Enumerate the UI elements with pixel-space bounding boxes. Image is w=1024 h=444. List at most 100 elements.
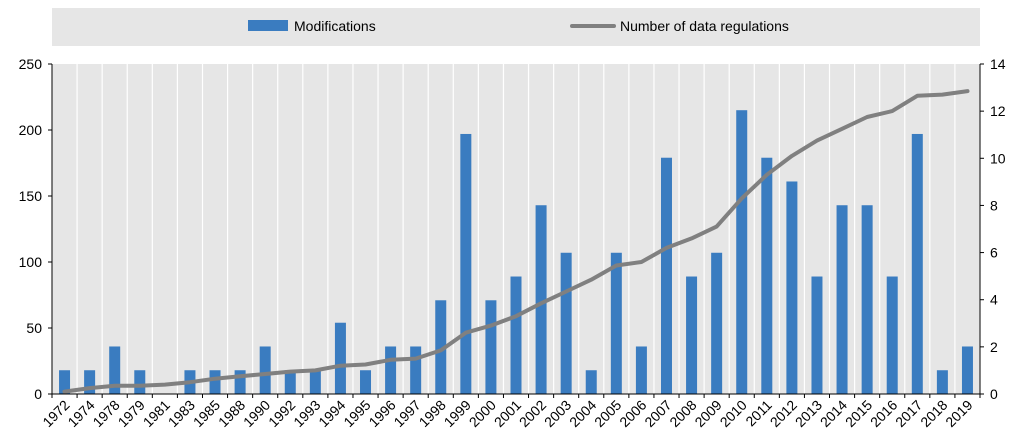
x-tick-label: 2012 [767,397,800,430]
left-tick-label: 250 [19,56,43,72]
right-tick-label: 14 [990,56,1006,72]
x-tick-label: 1978 [89,397,122,430]
left-tick-label: 0 [34,386,42,402]
bar-modifications [736,110,748,394]
right-tick-label: 8 [990,197,998,213]
line-data-regulations [62,89,970,394]
x-tick-label: 2008 [666,397,699,430]
bar-modifications [385,346,397,394]
x-tick-label: 1981 [140,397,173,430]
bar-modifications [936,370,948,394]
bar-modifications [109,346,121,394]
bar-modifications [886,276,898,394]
right-tick-label: 0 [990,386,998,402]
bar-modifications [234,370,246,394]
x-tick-label: 2015 [842,397,875,430]
x-tick-label: 2003 [541,397,574,430]
left-axis-tick-labels: 0 50 100 150 200 250 [19,56,43,402]
bar-modifications [209,370,221,394]
x-tick-label: 2010 [717,397,750,430]
x-tick-label: 2016 [867,397,900,430]
legend: Modifications Number of data regulations [248,18,789,34]
right-tick-label: 12 [990,103,1006,119]
bar-modifications [259,346,271,394]
x-tick-label: 1994 [315,397,348,430]
bar-modifications [510,276,522,394]
bar-modifications [861,205,873,394]
bar-modifications [460,133,472,394]
x-tick-label: 1972 [39,397,72,430]
bar-modifications [59,370,71,394]
x-tick-label: 1995 [340,397,373,430]
x-tick-label: 1997 [390,397,423,430]
x-tick-label: 2006 [616,397,649,430]
x-tick-label: 1993 [290,397,323,430]
right-axis-tick-labels: 0 2 4 6 8 10 12 14 [990,56,1006,402]
legend-label-data-regulations: Number of data regulations [620,18,789,34]
bar-modifications [560,252,572,394]
bar-modifications [610,252,622,394]
bar-modifications [911,133,923,394]
bar-modifications [284,370,296,394]
x-tick-label: 2017 [892,397,925,430]
bar-modifications [334,322,346,394]
bar-modifications [811,276,823,394]
x-tick-label: 1999 [441,397,474,430]
bar-modifications [485,300,497,394]
bar-modifications [761,157,773,394]
bar-modifications [585,370,597,394]
bar-modifications [84,370,96,394]
bar-series-modifications [59,110,973,394]
bar-modifications [134,370,146,394]
x-tick-label: 2013 [792,397,825,430]
x-tick-label: 2009 [691,397,724,430]
right-tick-label: 2 [990,339,998,355]
left-tick-label: 200 [19,122,43,138]
left-tick-label: 50 [26,320,42,336]
bar-modifications [435,300,447,394]
legend-swatch-modifications [248,20,288,31]
line-series-data-regulations [62,89,970,394]
bar-modifications [660,157,672,394]
bar-modifications [686,276,698,394]
x-tick-label: 2004 [566,397,599,430]
x-axis-tick-labels: 1972197419781979198119831985198819901992… [39,397,975,430]
bar-modifications [836,205,848,394]
right-tick-label: 10 [990,150,1006,166]
bar-modifications [410,346,422,394]
x-tick-label: 2019 [942,397,975,430]
x-tick-label: 2001 [491,397,524,430]
legend-label-modifications: Modifications [294,18,376,34]
left-tick-label: 150 [19,188,43,204]
x-tick-label: 1979 [115,397,148,430]
x-tick-label: 2011 [742,397,775,430]
x-tick-label: 2002 [516,397,549,430]
vertical-gridlines [51,64,981,394]
x-tick-label: 1985 [190,397,223,430]
bar-modifications [711,252,723,394]
x-tick-label: 1983 [165,397,198,430]
x-tick-label: 1992 [265,397,298,430]
legend-background [52,8,980,46]
right-tick-label: 4 [990,292,998,308]
x-tick-label: 2018 [917,397,950,430]
axes [48,63,984,398]
bar-modifications [635,346,647,394]
x-tick-label: 2005 [591,397,624,430]
x-tick-label: 2007 [641,397,674,430]
x-tick-label: 1996 [365,397,398,430]
left-tick-label: 100 [19,254,43,270]
x-tick-label: 1990 [240,397,273,430]
x-tick-label: 1998 [416,397,449,430]
bar-modifications [360,370,372,394]
bar-modifications [535,205,547,394]
x-tick-label: 1974 [64,397,97,430]
bar-modifications [786,181,798,394]
right-tick-label: 6 [990,245,998,261]
bar-modifications [309,370,321,394]
x-tick-label: 2000 [466,397,499,430]
bar-modifications [961,346,973,394]
x-tick-label: 2014 [817,397,850,430]
